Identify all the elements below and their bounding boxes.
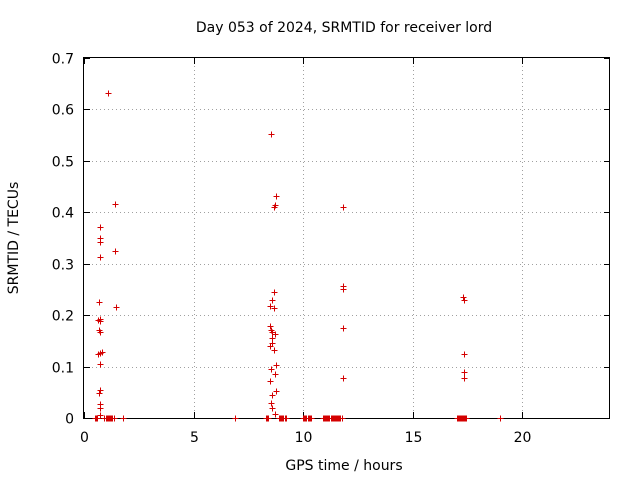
data-point — [340, 204, 347, 211]
data-point — [96, 299, 103, 306]
x-tick-label: 0 — [80, 430, 89, 446]
y-tick-label: 0.3 — [52, 258, 74, 274]
plot-frame — [83, 57, 610, 419]
y-tick-label: 0.6 — [52, 103, 74, 119]
data-point — [267, 323, 274, 330]
y-tick-label: 0.2 — [52, 309, 74, 325]
x-tick-label: 10 — [295, 430, 313, 446]
data-point — [461, 375, 468, 382]
data-point — [111, 415, 118, 422]
data-point — [120, 415, 127, 422]
data-point — [113, 304, 120, 311]
data-point — [94, 415, 101, 422]
data-point — [268, 131, 275, 138]
data-point — [97, 254, 104, 261]
y-tick-label: 0.1 — [52, 361, 74, 377]
data-points — [92, 90, 504, 422]
y-axis-label: SRMTID / TECUs — [6, 182, 22, 295]
data-point — [497, 415, 504, 422]
x-tick-label: 20 — [514, 430, 532, 446]
data-point — [273, 362, 280, 369]
data-point — [97, 361, 104, 368]
chart-title: Day 053 of 2024, SRMTID for receiver lor… — [196, 20, 492, 36]
data-point — [283, 415, 290, 422]
data-point — [105, 90, 112, 97]
data-point — [272, 371, 279, 378]
y-tick-label: 0 — [65, 412, 74, 428]
data-point — [272, 331, 279, 338]
data-point — [340, 325, 347, 332]
axis-ticks: 0 0.1 0.2 0.3 0.4 0.5 0.6 0.7 0 5 10 15 20 — [52, 52, 610, 446]
data-point — [96, 390, 103, 397]
data-point — [97, 318, 104, 325]
data-point — [269, 392, 276, 399]
data-point — [308, 415, 315, 422]
x-tick-label: 5 — [190, 430, 199, 446]
data-point — [112, 201, 119, 208]
data-point — [112, 248, 119, 255]
data-point — [268, 400, 275, 407]
data-point — [273, 388, 280, 395]
data-point — [460, 294, 467, 301]
data-point — [340, 286, 347, 293]
data-point — [461, 351, 468, 358]
data-point — [97, 387, 104, 394]
data-point — [273, 193, 280, 200]
data-point — [269, 297, 276, 304]
data-point — [272, 411, 279, 418]
data-point — [97, 412, 104, 419]
data-point — [267, 343, 274, 350]
data-point — [271, 347, 278, 354]
data-point — [265, 415, 272, 422]
data-point — [97, 224, 104, 231]
data-point — [232, 415, 239, 422]
x-axis-label: GPS time / hours — [285, 458, 402, 474]
data-point — [269, 405, 276, 412]
y-tick-label: 0.4 — [52, 206, 74, 222]
data-point — [97, 405, 104, 412]
data-point — [97, 329, 104, 336]
data-point — [461, 369, 468, 376]
data-point — [268, 366, 275, 373]
grid — [84, 58, 610, 418]
y-tick-label: 0.5 — [52, 155, 74, 171]
data-point — [340, 375, 347, 382]
data-point — [271, 204, 278, 211]
data-point — [461, 297, 468, 304]
y-tick-label: 0.7 — [52, 52, 74, 68]
data-point — [271, 305, 278, 312]
data-point — [271, 289, 278, 296]
data-point — [267, 378, 274, 385]
x-tick-label: 15 — [405, 430, 423, 446]
data-point — [339, 415, 346, 422]
data-point — [97, 239, 104, 246]
data-point — [95, 351, 102, 358]
data-point — [463, 415, 470, 422]
data-point — [267, 303, 274, 310]
